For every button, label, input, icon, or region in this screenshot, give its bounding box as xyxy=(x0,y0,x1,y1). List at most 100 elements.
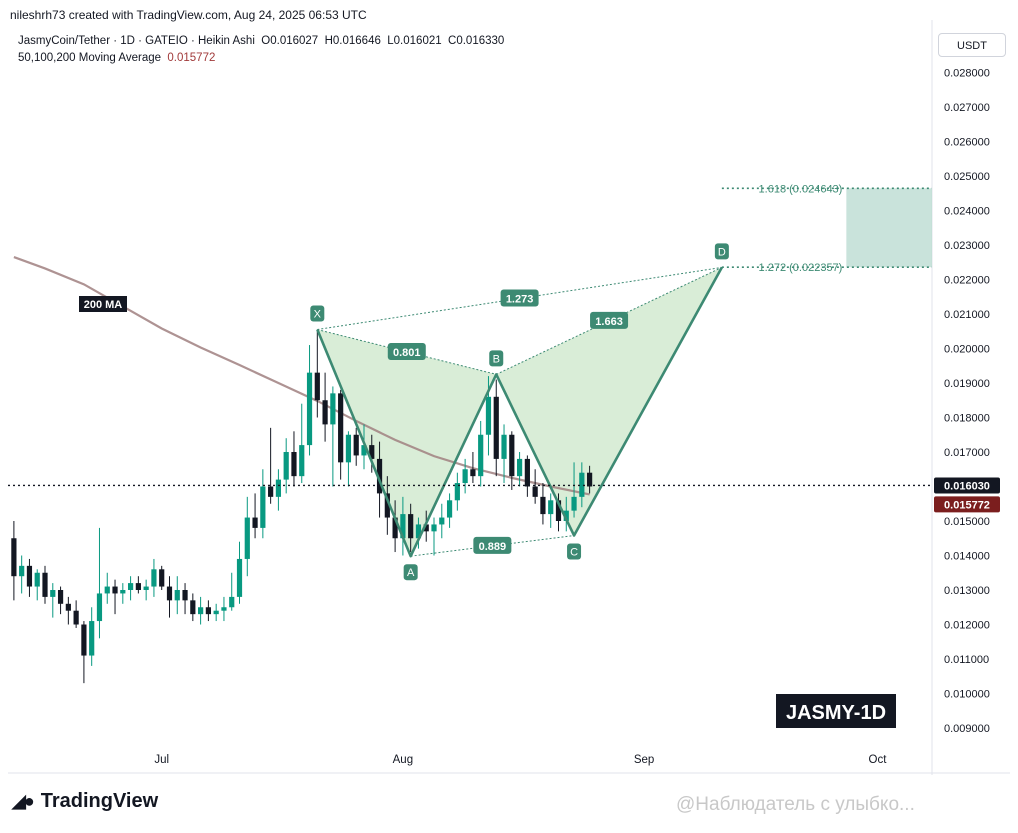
candle-body xyxy=(392,517,398,539)
candle-body xyxy=(524,458,530,487)
candle-body xyxy=(260,486,266,528)
candle-body xyxy=(338,393,344,463)
y-tick-label: 0.022000 xyxy=(944,275,990,287)
point-badge xyxy=(403,564,418,581)
close-value: C0.016330 xyxy=(448,35,505,47)
ratio-badge xyxy=(387,342,426,360)
pattern-xab-fill xyxy=(317,329,497,557)
brand-name: TradingView xyxy=(40,790,159,812)
y-tick-label: 0.015000 xyxy=(944,516,990,528)
candle-body xyxy=(89,621,95,656)
candle-body xyxy=(485,396,492,435)
y-tick-label: 0.020000 xyxy=(944,344,990,356)
symbol-name[interactable]: JasmyCoin/Tether · 1D · GATEIO · Heikin … xyxy=(18,35,255,47)
plot-area: 1.618 (0.024643) 1.272 (0.022357) 0.801 0.8… xyxy=(11,183,932,684)
candle-body xyxy=(431,524,437,532)
watermark: @Наблюдатель с улыбко... xyxy=(676,794,915,815)
point-badge xyxy=(310,305,325,322)
candle-body xyxy=(478,434,484,477)
candle-body xyxy=(174,590,180,601)
tradingview-logo[interactable]: ◢● TradingView xyxy=(12,790,158,813)
ma-legend[interactable]: 50,100,200 Moving Average 0.015772 xyxy=(18,52,215,64)
candle-body xyxy=(423,524,429,532)
candle-body xyxy=(166,586,173,601)
candle-body xyxy=(182,590,188,601)
candle-body xyxy=(384,493,390,518)
candle-body xyxy=(159,569,165,587)
candle-body xyxy=(34,572,40,587)
y-tick-label: 0.019000 xyxy=(944,378,990,390)
candle-body xyxy=(291,452,297,477)
candle-body xyxy=(439,517,445,525)
candle-body xyxy=(120,590,126,594)
ma200-tag: 200 MA xyxy=(84,299,123,311)
currency-button[interactable]: USDT xyxy=(938,33,1006,57)
candle-body xyxy=(190,600,196,615)
author-line: nileshrh73 created with TradingView.com,… xyxy=(10,8,367,22)
x-tick-label: Aug xyxy=(393,754,413,766)
point-badge xyxy=(714,243,729,260)
y-tick-label: 0.024000 xyxy=(944,206,990,218)
x-tick-label: Jul xyxy=(154,754,169,766)
point-label: A xyxy=(407,567,415,579)
candle-body xyxy=(198,607,204,615)
y-tick-label: 0.027000 xyxy=(944,102,990,114)
candle-body xyxy=(65,603,71,611)
candle-body xyxy=(509,434,515,477)
candle-body xyxy=(462,469,468,484)
candle-body xyxy=(571,496,577,511)
candle-body xyxy=(376,458,383,494)
ma-price-badge xyxy=(934,496,1000,513)
candle-body xyxy=(221,607,227,611)
candle-body xyxy=(127,583,134,590)
candle-body xyxy=(42,572,48,597)
x-tick-label: Oct xyxy=(869,754,888,766)
high-value: H0.016646 xyxy=(324,35,381,47)
candle-body xyxy=(104,586,110,594)
ratio-label: 0.801 xyxy=(393,347,421,359)
last-price-badge xyxy=(934,477,1000,494)
candle-body xyxy=(112,586,118,594)
candle-body xyxy=(151,569,157,587)
symbol-legend: JasmyCoin/Tether · 1D · GATEIO · Heikin … xyxy=(18,35,504,47)
ticker-badge: JASMY-1D xyxy=(786,702,886,724)
y-tick-label: 0.021000 xyxy=(944,309,990,321)
candle-body xyxy=(415,524,422,539)
candle-body xyxy=(345,434,352,463)
candle-body xyxy=(252,517,258,528)
low-value: L0.016021 xyxy=(387,35,442,47)
x-tick-label: Sep xyxy=(634,754,654,766)
y-tick-label: 0.018000 xyxy=(944,413,990,425)
ma-legend-label: 50,100,200 Moving Average xyxy=(18,52,162,64)
candle-body xyxy=(205,607,211,615)
point-label: D xyxy=(718,246,726,258)
candle-body xyxy=(555,500,562,521)
y-tick-label: 0.014000 xyxy=(944,551,990,563)
y-tick-label: 0.028000 xyxy=(944,68,990,80)
candle-body xyxy=(587,472,593,487)
y-tick-label: 0.025000 xyxy=(944,171,990,183)
candle-body xyxy=(143,586,149,590)
ratio-badge xyxy=(500,289,539,307)
candle-body xyxy=(353,434,359,456)
fib-1618-label: 1.618 (0.024643) xyxy=(759,183,843,195)
y-tick-label: 0.011000 xyxy=(944,654,989,666)
candle-body xyxy=(96,593,103,622)
candle-body xyxy=(579,472,585,497)
candle-body xyxy=(244,517,250,559)
ratio-line xyxy=(410,534,575,557)
ratio-badge xyxy=(473,536,512,554)
candle-body xyxy=(446,500,453,518)
candle-body xyxy=(11,538,17,577)
ma-price-label: 0.015772 xyxy=(944,499,990,511)
candle-body xyxy=(314,372,320,401)
candle-body xyxy=(501,434,507,459)
y-tick-label: 0.023000 xyxy=(944,240,990,252)
y-tick-label: 0.012000 xyxy=(944,620,990,632)
open-value: O0.016027 xyxy=(261,35,319,47)
candle-body xyxy=(213,610,219,615)
candle-body xyxy=(470,469,476,477)
ratio-label: 1.663 xyxy=(595,316,623,328)
candle-body xyxy=(454,483,460,501)
